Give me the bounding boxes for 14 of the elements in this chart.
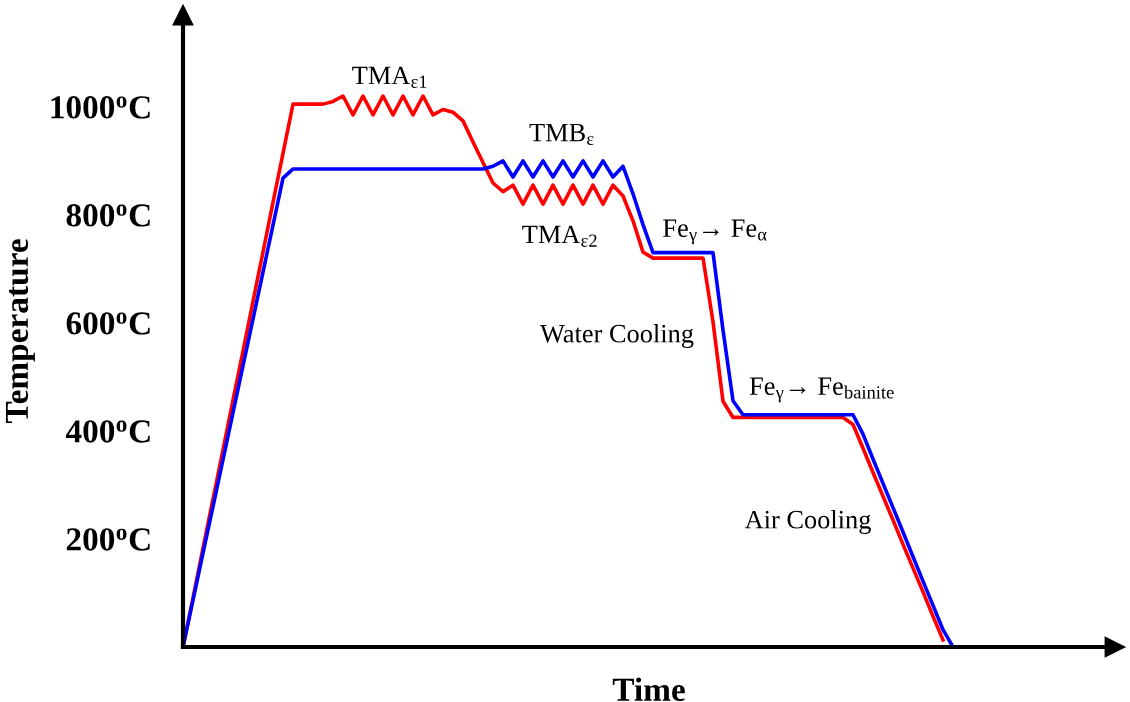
annotation: Fe$_{γ}$→ Fe$_{bainite}$ [749,377,894,403]
annotation: Air Cooling [744,510,871,534]
annotation: TMA$_{ε1}$ [352,66,427,88]
annotation: Water Cooling [540,324,694,348]
annotation: TMA$_{ε2}$ [522,225,597,247]
y-axis-title: Temperature [5,239,35,424]
y-tick-label: 800$^{o}$C [66,204,150,227]
y-tick-label: 600$^{o}$C [66,312,150,335]
annotation: TMB$_{ε}$ [529,123,594,146]
x-axis-title: Time [612,677,685,701]
y-tick-label: 400$^{o}$C [65,420,150,443]
y-tick-label: 200$^{o}$C [66,528,150,551]
y-tick-label: 1000$^{o}$C [51,96,150,119]
annotation: Fe$_{γ}$→ Fe$_{α}$ [663,219,767,245]
